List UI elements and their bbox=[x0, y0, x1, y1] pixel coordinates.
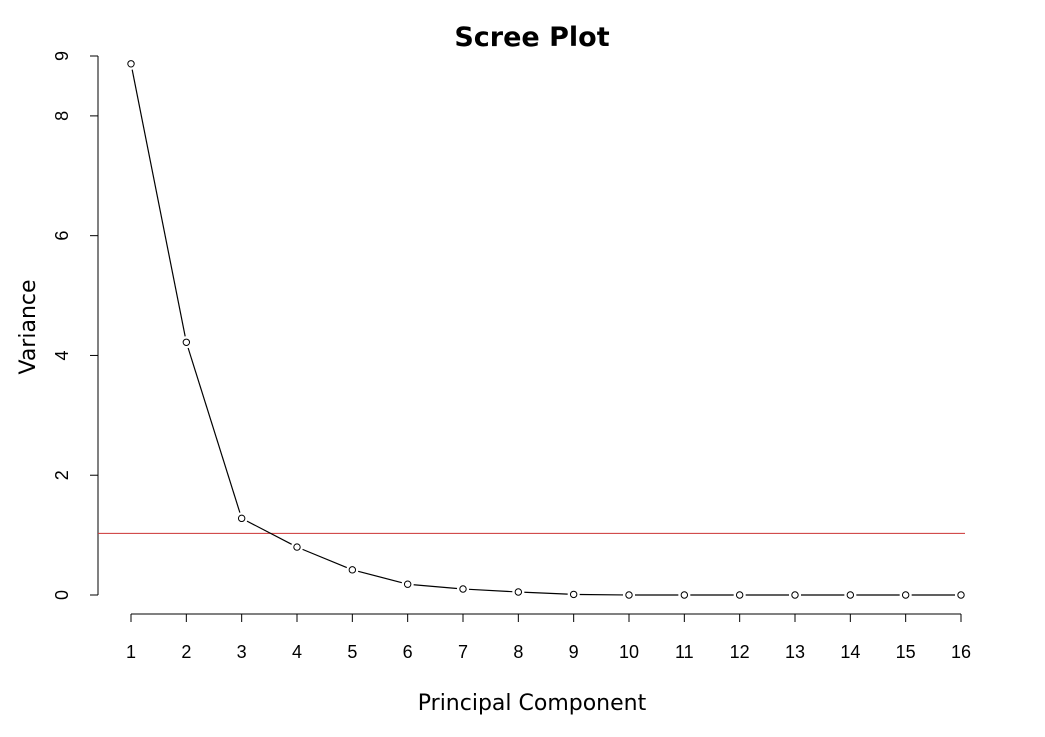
x-axis-label: Principal Component bbox=[418, 691, 647, 716]
series-line-segment bbox=[468, 588, 513, 593]
series-line-segment bbox=[131, 69, 186, 337]
x-tick-label: 11 bbox=[675, 642, 694, 662]
data-point bbox=[237, 514, 246, 523]
x-tick-label: 4 bbox=[292, 642, 302, 662]
data-point bbox=[127, 60, 135, 68]
y-tick-label: 9 bbox=[52, 51, 72, 61]
x-tick-label: 16 bbox=[951, 642, 971, 662]
data-point bbox=[182, 338, 191, 346]
x-tick-label: 15 bbox=[896, 642, 916, 662]
data-point bbox=[514, 588, 523, 596]
data-point bbox=[293, 543, 301, 551]
x-tick-label: 2 bbox=[181, 642, 191, 662]
x-tick-label: 13 bbox=[785, 642, 805, 662]
x-tick-label: 9 bbox=[569, 642, 579, 662]
x-tick-label: 7 bbox=[458, 642, 468, 662]
data-point bbox=[459, 585, 467, 593]
chart-title: Scree Plot bbox=[454, 22, 609, 53]
data-point bbox=[348, 566, 357, 574]
series-line-segment bbox=[413, 584, 458, 590]
series-line-segment bbox=[302, 548, 348, 569]
x-tick-label: 8 bbox=[513, 642, 523, 662]
x-tick-label: 5 bbox=[347, 642, 357, 662]
data-point bbox=[901, 591, 910, 599]
series-line-segment bbox=[187, 347, 241, 513]
series-line-segment bbox=[246, 520, 292, 545]
x-tick-label: 1 bbox=[126, 642, 136, 662]
y-axis: 0 2 4 6 8 9 bbox=[52, 51, 99, 600]
y-tick-label: 2 bbox=[52, 470, 72, 480]
data-point bbox=[846, 591, 855, 599]
y-tick-label: 0 bbox=[52, 590, 72, 600]
data-point bbox=[957, 591, 965, 599]
y-tick-label: 6 bbox=[52, 231, 72, 241]
x-tick-label: 14 bbox=[840, 642, 860, 662]
data-point bbox=[680, 591, 689, 599]
x-tick-label: 6 bbox=[403, 642, 413, 662]
data-point bbox=[569, 590, 578, 599]
x-axis: 1 2 3 4 5 6 7 8 9 10 11 12 13 14 15 16 bbox=[126, 613, 971, 662]
x-tick-label: 10 bbox=[619, 642, 639, 662]
data-point bbox=[735, 591, 744, 599]
points-layer bbox=[127, 60, 965, 599]
x-tick-label: 3 bbox=[237, 642, 247, 662]
y-tick-label: 8 bbox=[52, 111, 72, 121]
data-point bbox=[791, 591, 799, 599]
x-tick-label: 12 bbox=[730, 642, 750, 662]
series-line-segment bbox=[524, 591, 568, 595]
y-tick-label: 4 bbox=[52, 350, 72, 360]
data-point bbox=[403, 580, 412, 588]
data-point bbox=[625, 591, 633, 599]
series-layer bbox=[131, 69, 955, 596]
y-axis-label: Variance bbox=[16, 279, 41, 374]
series-line-segment bbox=[357, 570, 403, 584]
